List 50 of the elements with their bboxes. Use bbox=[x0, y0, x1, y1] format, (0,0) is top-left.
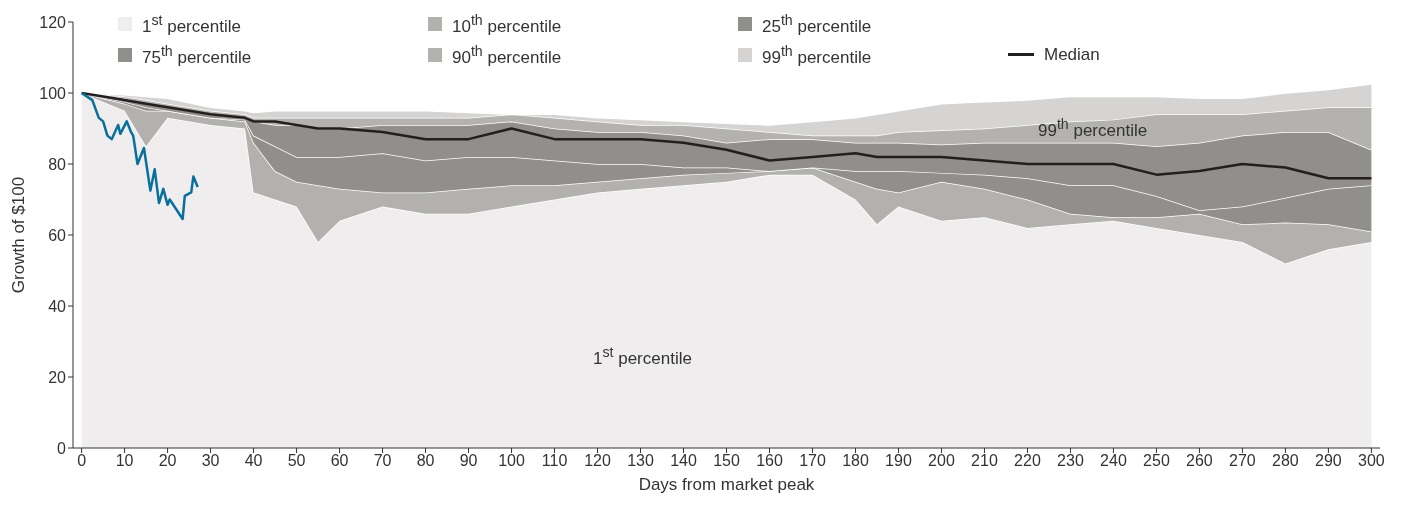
x-tick-label: 300 bbox=[1358, 452, 1385, 470]
x-tick-label: 60 bbox=[330, 452, 349, 470]
x-tick-label: 170 bbox=[799, 452, 826, 470]
y-tick-label: 60 bbox=[48, 226, 67, 244]
line-series bbox=[80, 91, 199, 221]
x-tick-label: 110 bbox=[541, 452, 568, 470]
x-tick-label: 0 bbox=[77, 452, 87, 470]
x-tick-label: 190 bbox=[885, 452, 912, 470]
legend-label: 1$^{st}$ percentile bbox=[142, 12, 241, 37]
y-tick-label: 100 bbox=[39, 84, 67, 102]
legend-label: 25$^{th}$ percentile bbox=[762, 12, 872, 37]
x-tick-label: 260 bbox=[1186, 452, 1213, 470]
legend-label: 75$^{th}$ percentile bbox=[142, 42, 252, 68]
x-tick-label: 80 bbox=[416, 452, 435, 470]
x-tick-label: 70 bbox=[373, 452, 392, 470]
legend-label: 10$^{th}$ percentile bbox=[452, 12, 562, 37]
y-tick-label: 20 bbox=[48, 368, 67, 386]
x-tick-label: 130 bbox=[627, 452, 654, 470]
x-tick-label: 40 bbox=[244, 452, 263, 470]
legend-label: 90$^{th}$ percentile bbox=[452, 42, 562, 68]
y-tick-label: 120 bbox=[39, 13, 67, 31]
x-tick-label: 10 bbox=[115, 452, 134, 470]
x-tick-label: 280 bbox=[1272, 452, 1299, 470]
x-axis-title: Days from market peak bbox=[638, 475, 815, 494]
x-tick-label: 290 bbox=[1315, 452, 1342, 470]
y-tick-label: 0 bbox=[57, 439, 67, 457]
legend-label: 99$^{th}$ percentile bbox=[762, 42, 872, 68]
x-tick-label: 240 bbox=[1100, 452, 1127, 470]
x-tick-label: 120 bbox=[584, 452, 611, 470]
x-tick-label: 160 bbox=[756, 452, 783, 470]
x-tick-label: 20 bbox=[158, 452, 177, 470]
x-tick-label: 210 bbox=[971, 452, 998, 470]
y-tick-label: 80 bbox=[48, 155, 67, 173]
x-tick-label: 90 bbox=[459, 452, 478, 470]
x-tick-label: 220 bbox=[1014, 452, 1041, 470]
x-tick-label: 250 bbox=[1143, 452, 1170, 470]
legend-label: Median bbox=[1044, 44, 1100, 65]
y-axis-title: Growth of $100 bbox=[9, 176, 29, 294]
x-tick-label: 230 bbox=[1057, 452, 1084, 470]
y-tick-label: 40 bbox=[48, 297, 67, 315]
x-tick-label: 140 bbox=[670, 452, 697, 470]
annotation: 1$^{st}$ percentile bbox=[593, 344, 692, 369]
x-tick-label: 180 bbox=[842, 452, 869, 470]
annotation: 99$^{th}$ percentile bbox=[1038, 116, 1148, 141]
x-tick-label: 150 bbox=[713, 452, 740, 470]
x-tick-label: 50 bbox=[287, 452, 306, 470]
x-tick-label: 100 bbox=[498, 452, 525, 470]
x-tick-label: 30 bbox=[201, 452, 220, 470]
x-tick-label: 200 bbox=[928, 452, 955, 470]
x-tick-label: 270 bbox=[1229, 452, 1256, 470]
